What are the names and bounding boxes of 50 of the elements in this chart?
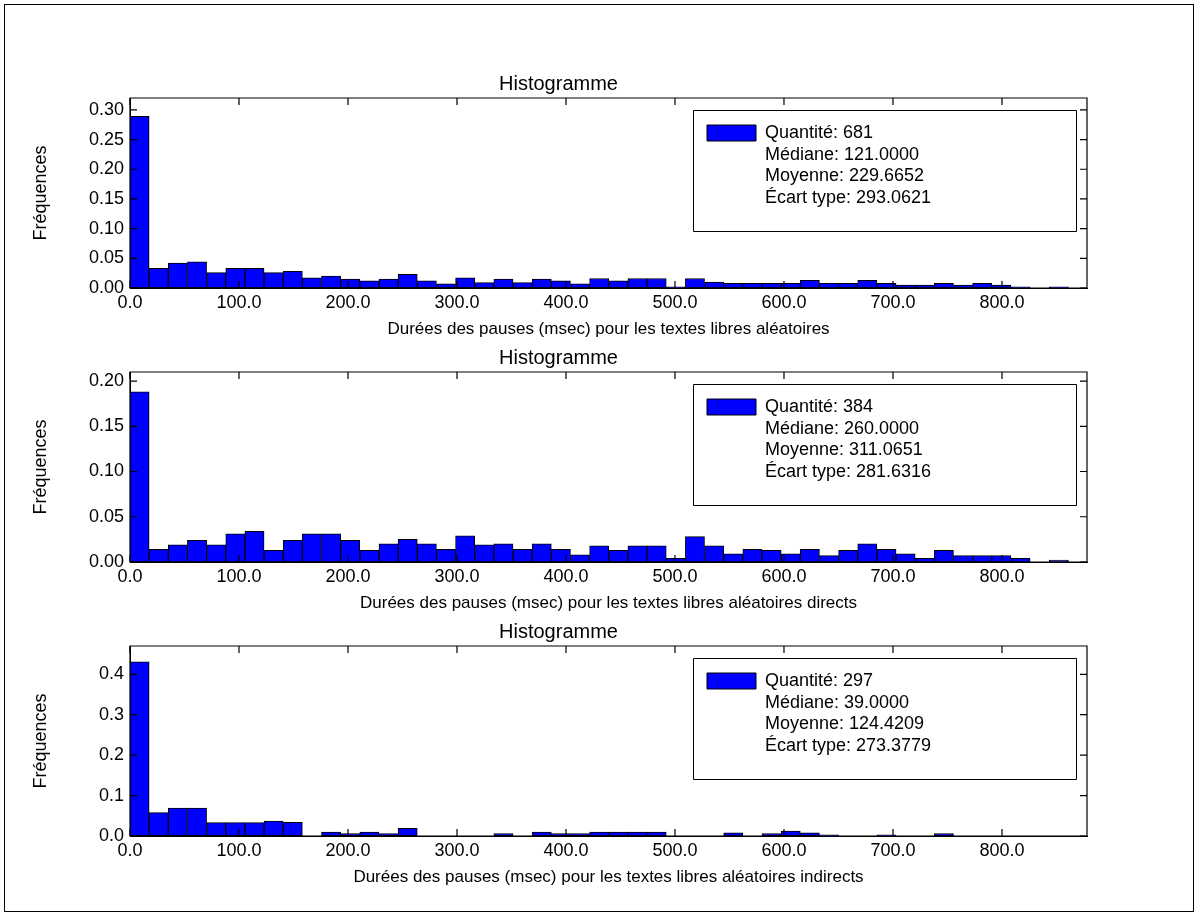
x-axis-title: Durées des pauses (msec) pour les textes libres aléatoires directs bbox=[360, 593, 857, 613]
legend-label: Quantité: 384 Médiane: 260.0000 Moyenne: 311.0651 Écart type: 281.6316 bbox=[765, 395, 932, 481]
x-tick-label: 800.0 bbox=[979, 565, 1025, 586]
y-axis-title: Fréquences bbox=[29, 145, 50, 241]
chart-title: Histogramme bbox=[499, 619, 618, 642]
y-tick-label: 0.05 bbox=[88, 505, 124, 526]
legend-label: Quantité: 297 Médiane: 39.0000 Moyenne: 124.4209 Écart type: 273.3779 bbox=[765, 669, 932, 755]
y-tick-label: 0.20 bbox=[88, 370, 124, 391]
x-tick-label: 400.0 bbox=[543, 565, 589, 586]
y-axis-title: Fréquences bbox=[29, 693, 50, 789]
y-tick-label: 0.10 bbox=[88, 217, 124, 238]
x-tick-label: 500.0 bbox=[652, 565, 698, 586]
x-tick-label: 600.0 bbox=[761, 839, 807, 860]
x-tick-label: 200.0 bbox=[325, 291, 371, 312]
x-tick-label: 600.0 bbox=[761, 291, 807, 312]
x-tick-label: 300.0 bbox=[434, 565, 480, 586]
x-tick-label: 700.0 bbox=[870, 839, 916, 860]
x-tick-label: 800.0 bbox=[979, 291, 1025, 312]
x-axis-title: Durées des pauses (msec) pour les textes libres aléatoires indirects bbox=[353, 867, 864, 887]
y-tick-label: 0.10 bbox=[88, 460, 124, 481]
x-tick-label: 500.0 bbox=[652, 291, 698, 312]
x-tick-label: 400.0 bbox=[543, 839, 589, 860]
x-tick-label: 300.0 bbox=[434, 291, 480, 312]
x-tick-label: 800.0 bbox=[979, 839, 1025, 860]
y-tick-label: 0.3 bbox=[98, 703, 124, 724]
legend-label: Quantité: 681 Médiane: 121.0000 Moyenne: 229.6652 Écart type: 293.0621 bbox=[765, 121, 932, 207]
y-tick-label: 0.1 bbox=[98, 784, 124, 805]
x-axis-title: Durées des pauses (msec) pour les textes libres aléatoires bbox=[387, 319, 830, 339]
y-tick-label: 0.30 bbox=[88, 98, 124, 119]
x-tick-label: 700.0 bbox=[870, 565, 916, 586]
x-tick-label: 300.0 bbox=[434, 839, 480, 860]
x-tick-label: 600.0 bbox=[761, 565, 807, 586]
chart-title: Histogramme bbox=[499, 345, 618, 368]
y-tick-label: 0.15 bbox=[88, 187, 124, 208]
y-tick-label: 0.15 bbox=[88, 415, 124, 436]
chart-title: Histogramme bbox=[499, 71, 618, 94]
x-tick-label: 500.0 bbox=[652, 839, 698, 860]
x-tick-label: 200.0 bbox=[325, 565, 371, 586]
x-tick-label: 100.0 bbox=[216, 839, 262, 860]
x-tick-label: 100.0 bbox=[216, 291, 262, 312]
x-tick-label: 200.0 bbox=[325, 839, 371, 860]
y-tick-label: 0.4 bbox=[98, 663, 124, 684]
y-tick-label: 0.25 bbox=[88, 128, 124, 149]
y-tick-label: 0.2 bbox=[98, 744, 124, 765]
x-tick-label: 400.0 bbox=[543, 291, 589, 312]
x-tick-label: 100.0 bbox=[216, 565, 262, 586]
x-tick-label: 700.0 bbox=[870, 291, 916, 312]
y-tick-label: 0.20 bbox=[88, 158, 124, 179]
y-axis-title: Fréquences bbox=[29, 419, 50, 515]
y-tick-label: 0.05 bbox=[88, 247, 124, 268]
